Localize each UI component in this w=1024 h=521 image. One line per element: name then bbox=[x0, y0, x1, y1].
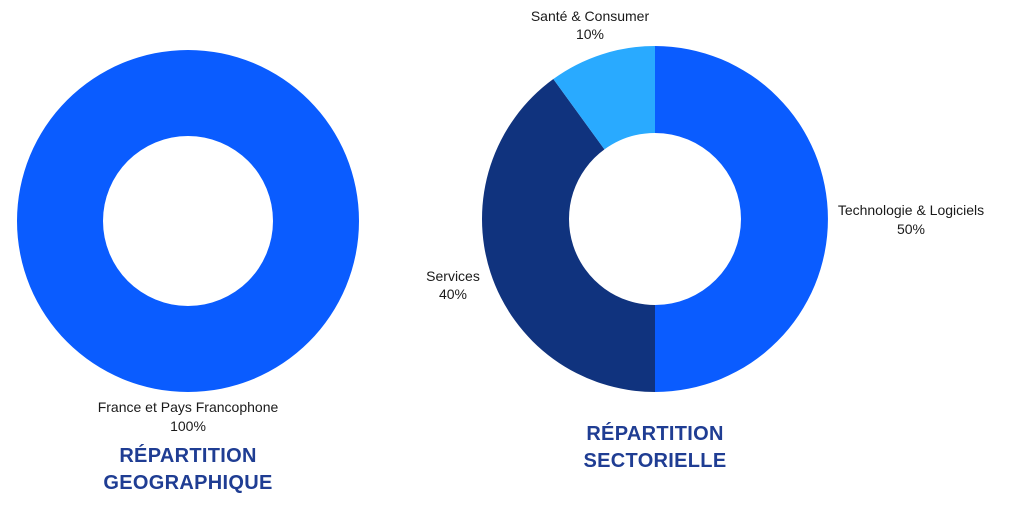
donut-slice-france-et-pays-francophone bbox=[17, 50, 359, 392]
donut-slice-technologie-logiciels bbox=[655, 46, 828, 392]
slice-value-services: 40% bbox=[439, 286, 467, 302]
slice-value-france: 100% bbox=[170, 418, 206, 434]
geographic-donut-slices bbox=[17, 50, 359, 392]
slice-label-technologie: Technologie & Logiciels bbox=[838, 202, 984, 218]
sector-donut-slices bbox=[482, 46, 828, 392]
slice-value-technologie: 50% bbox=[897, 221, 925, 237]
chart-title-line2: SECTORIELLE bbox=[584, 450, 727, 472]
chart-title-line2: GEOGRAPHIQUE bbox=[103, 472, 272, 494]
slice-label-sante: Santé & Consumer bbox=[531, 8, 650, 24]
chart-title-line1: RÉPARTITION bbox=[586, 422, 723, 445]
donut-slice-services bbox=[482, 79, 655, 392]
slice-value-sante: 10% bbox=[576, 26, 604, 42]
slice-label-services: Services bbox=[426, 268, 480, 284]
chart-title-line1: RÉPARTITION bbox=[119, 444, 256, 467]
geographic-donut-chart: France et Pays Francophone 100% RÉPARTIT… bbox=[17, 50, 359, 494]
donut-slice-sante-consumer bbox=[553, 46, 655, 150]
sector-donut-chart: Santé & Consumer 10% Technologie & Logic… bbox=[426, 8, 984, 472]
slice-label-france: France et Pays Francophone bbox=[98, 399, 279, 415]
